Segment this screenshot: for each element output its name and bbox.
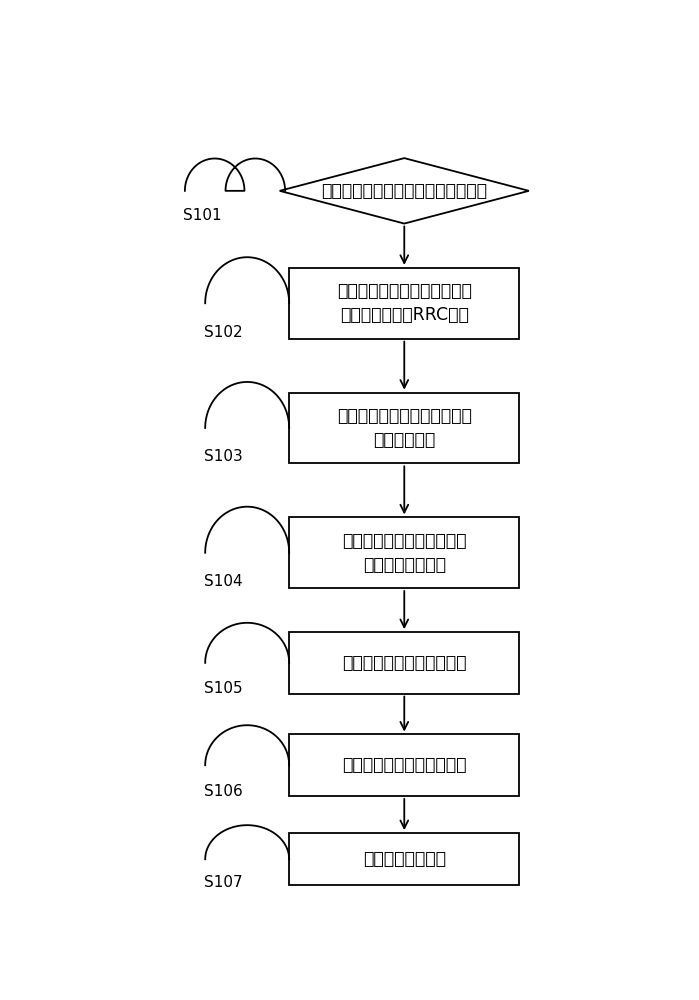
Text: S107: S107 [203, 875, 242, 890]
Text: S104: S104 [203, 574, 242, 589]
Text: 核心网发起初始上下文过程: 核心网发起初始上下文过程 [342, 654, 466, 672]
Bar [289, 268, 519, 339]
Text: S106: S106 [203, 784, 243, 799]
Text: S101: S101 [183, 208, 222, 223]
Bar [289, 517, 519, 588]
Text: 接入设备向核心网上报通信单
元的初始信息: 接入设备向核心网上报通信单 元的初始信息 [337, 407, 472, 449]
Text: 无线通道内所有设备正常启动、运行: 无线通道内所有设备正常启动、运行 [322, 182, 487, 200]
Text: S105: S105 [203, 681, 242, 696]
Bar [289, 393, 519, 463]
Bar [289, 833, 519, 885]
Text: 通信单元向接入设备上报测量
信息，请求建立RRC连接: 通信单元向接入设备上报测量 信息，请求建立RRC连接 [337, 282, 472, 324]
Text: 核心网对通信单元识别及鉴
权，建立默认承载: 核心网对通信单元识别及鉴 权，建立默认承载 [342, 532, 466, 574]
Bar [289, 632, 519, 694]
Text: 电力业务数据传输: 电力业务数据传输 [363, 850, 446, 868]
Text: S102: S102 [203, 325, 242, 340]
Text: S103: S103 [203, 449, 243, 464]
Bar [289, 734, 519, 796]
Text: 通信单元发起上行消息直传: 通信单元发起上行消息直传 [342, 756, 466, 774]
